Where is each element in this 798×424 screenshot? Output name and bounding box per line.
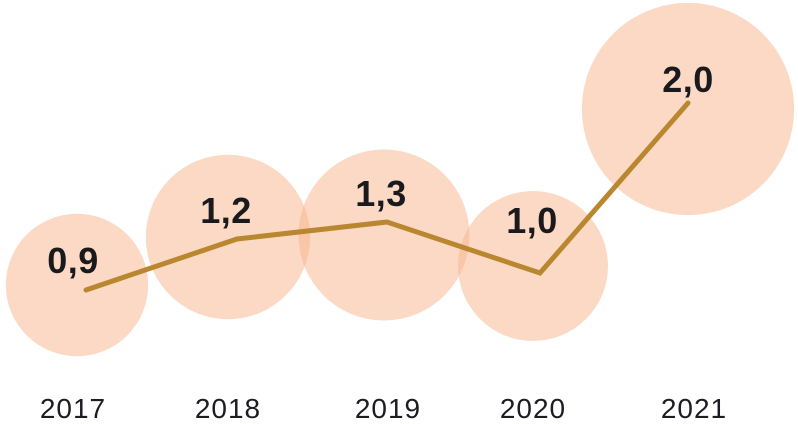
- year-label-2021: 2021: [661, 393, 727, 424]
- value-label-2018: 1,2: [200, 190, 252, 231]
- value-label-2020: 1,0: [506, 200, 558, 241]
- value-label-2019: 1,3: [355, 173, 407, 214]
- bubble-2017: [5, 213, 149, 357]
- value-label-2021: 2,0: [662, 59, 714, 100]
- bubble-2018: [145, 154, 311, 320]
- trend-line: [83, 100, 691, 293]
- year-label-2017: 2017: [40, 393, 106, 424]
- year-label-2020: 2020: [500, 393, 566, 424]
- value-label-2017: 0,9: [47, 240, 99, 281]
- year-label-2018: 2018: [195, 393, 261, 424]
- year-label-2019: 2019: [355, 393, 421, 424]
- bubble-2019: [298, 149, 470, 321]
- bubble-2020: [458, 191, 608, 341]
- bubble-2021: [581, 2, 795, 216]
